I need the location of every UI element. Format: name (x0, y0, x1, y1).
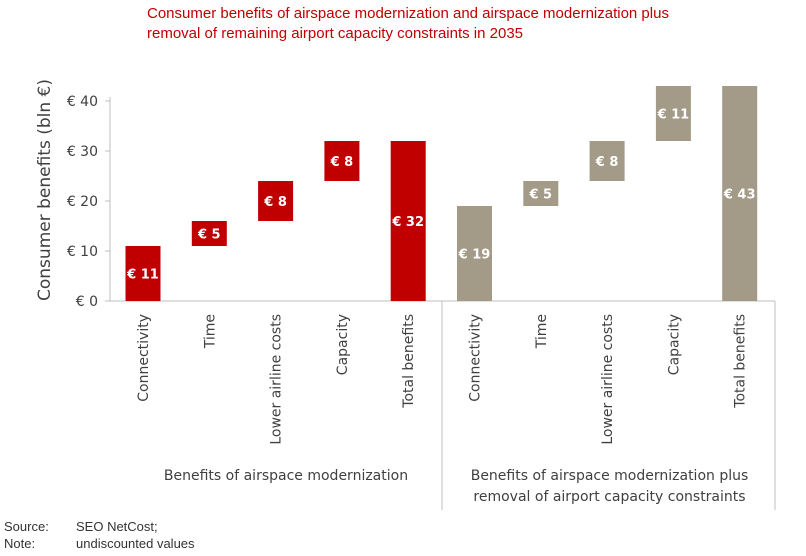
bar-value-label: € 32 (391, 215, 424, 230)
bar-value-label: € 5 (197, 228, 221, 243)
y-tick-label: € 10 (67, 244, 98, 260)
group-label-2-line: removal of airport capacity constraints (473, 489, 745, 505)
category-label: Total benefits (401, 314, 417, 409)
group-label-1: Benefits of airspace modernization (164, 468, 408, 484)
note-key: Note: (4, 535, 76, 552)
category-label: Capacity (335, 314, 351, 375)
source-value: SEO NetCost; (76, 518, 158, 535)
bar-value-label: € 11 (657, 108, 690, 123)
category-label: Lower airline costs (600, 314, 616, 445)
y-axis-label: Consumer benefits (bln €) (35, 79, 55, 301)
bar-value-label: € 5 (528, 188, 552, 203)
category-label: Connectivity (136, 314, 152, 402)
y-tick-label: € 20 (67, 194, 98, 210)
bar-value-label: € 11 (126, 268, 159, 283)
y-tick-label: € 30 (67, 144, 98, 160)
bar-value-label: € 8 (595, 155, 619, 170)
category-label: Connectivity (468, 314, 484, 402)
group-label-2-line: Benefits of airspace modernization plus (471, 468, 749, 484)
bar-value-label: € 8 (263, 195, 287, 210)
category-label: Time (202, 314, 218, 349)
category-label: Time (534, 314, 550, 349)
y-tick-label: € 40 (67, 94, 98, 110)
category-label: Lower airline costs (269, 314, 285, 445)
category-label: Total benefits (733, 314, 749, 409)
bar-value-label: € 19 (458, 248, 491, 263)
y-tick-label: € 0 (76, 294, 98, 310)
bar-value-label: € 43 (723, 188, 756, 203)
waterfall-chart: € 0 € 10 € 20 € 30 € 40 Consumer benefits (bl… (0, 0, 806, 515)
chart-footer: Source: SEO NetCost; Note: undiscounted … (4, 518, 195, 552)
category-label: Capacity (666, 314, 682, 375)
note-value: undiscounted values (76, 535, 195, 552)
source-key: Source: (4, 518, 76, 535)
bar-value-label: € 8 (330, 155, 354, 170)
